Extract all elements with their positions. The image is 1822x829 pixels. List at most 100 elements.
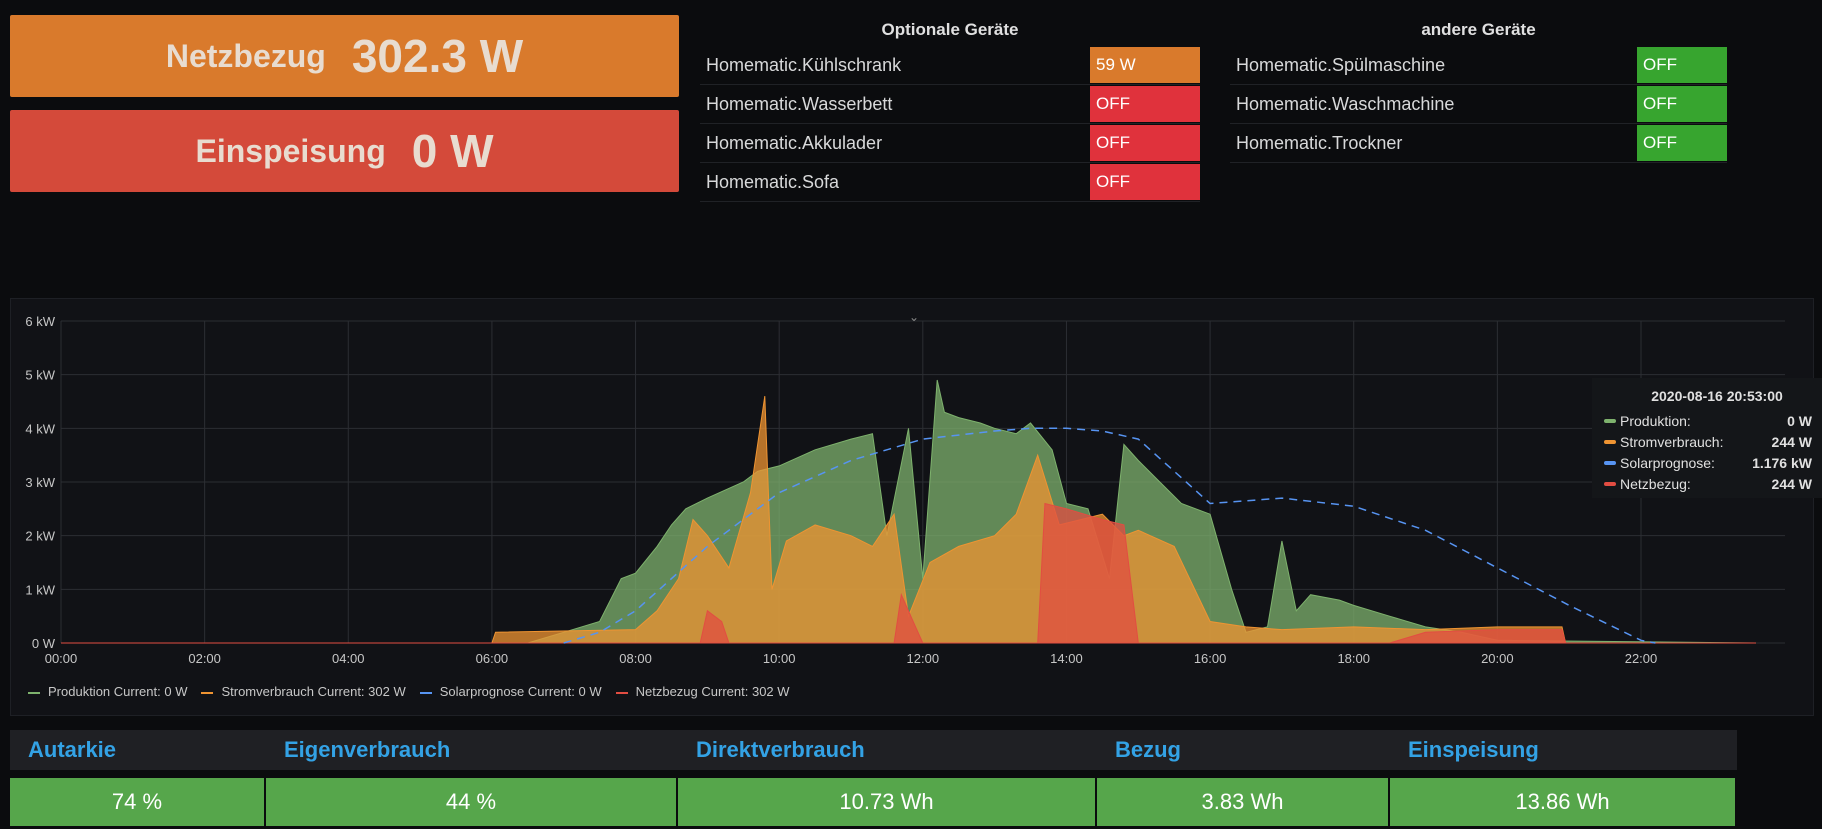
- device-status: OFF: [1090, 86, 1200, 122]
- chart-legend: Produktion Current: 0 W Stromverbrauch Cu…: [28, 684, 790, 699]
- device-row: Homematic.Kühlschrank 59 W: [700, 46, 1200, 85]
- device-row: Homematic.Akkulader OFF: [700, 124, 1200, 163]
- netzbezug-value: 302.3 W: [351, 30, 524, 82]
- x-tick-label: 16:00: [1194, 651, 1227, 666]
- legend-current: Current: 0 W: [113, 684, 188, 699]
- tooltip-label: Stromverbrauch:: [1620, 433, 1724, 450]
- legend-swatch-icon: [615, 691, 628, 694]
- legend-item[interactable]: Solarprognose Current: 0 W: [419, 684, 602, 699]
- device-name: Homematic.Spülmaschine: [1236, 54, 1446, 75]
- x-tick-label: 08:00: [619, 651, 652, 666]
- einspeisung-label: Einspeisung: [195, 132, 386, 169]
- series-produktion-area: [61, 379, 1756, 644]
- x-tick-label: 12:00: [907, 651, 940, 666]
- device-status: OFF: [1090, 125, 1200, 161]
- tooltip-value: 0 W: [1787, 412, 1812, 429]
- legend-name: Netzbezug: [635, 684, 698, 699]
- legend-item[interactable]: Netzbezug Current: 302 W: [615, 684, 790, 699]
- summary-value-cell: 74 %: [10, 778, 266, 826]
- x-tick-label: 04:00: [332, 651, 365, 666]
- series-swatch-icon: [1604, 439, 1616, 444]
- device-name: Homematic.Trockner: [1236, 132, 1403, 153]
- device-status: OFF: [1090, 164, 1200, 200]
- x-tick-label: 22:00: [1625, 651, 1658, 666]
- series-netzbezug-area: [61, 502, 1756, 644]
- chart-tooltip: 2020-08-16 20:53:00 Produktion: 0 W Stromv…: [1592, 378, 1822, 498]
- device-name: Homematic.Akkulader: [706, 132, 883, 153]
- x-tick-label: 06:00: [476, 651, 509, 666]
- tooltip-value: 244 W: [1771, 475, 1812, 492]
- series-swatch-icon: [1604, 460, 1616, 465]
- y-tick-label: 6 kW: [25, 314, 55, 329]
- einspeisung-stat: Einspeisung 0 W: [10, 110, 679, 192]
- summary-header-cell: Eigenverbrauch: [284, 737, 451, 762]
- legend-name: Produktion: [48, 684, 111, 699]
- y-tick-label: 2 kW: [25, 529, 55, 544]
- device-status: OFF: [1637, 47, 1727, 83]
- legend-current: Current: 0 W: [527, 684, 602, 699]
- device-row: Homematic.Spülmaschine OFF: [1230, 46, 1727, 85]
- x-tick-label: 20:00: [1481, 651, 1514, 666]
- series-solarprognose-line: [563, 427, 1656, 644]
- legend-current: Current: 302 W: [701, 684, 790, 699]
- einspeisung-value: 0 W: [411, 125, 494, 177]
- device-name: Homematic.Waschmachine: [1236, 93, 1455, 114]
- y-tick-label: 0 W: [32, 636, 56, 651]
- summary-header-cell: Autarkie: [28, 737, 117, 762]
- tooltip-value: 1.176 kW: [1752, 454, 1812, 471]
- netzbezug-label: Netzbezug: [165, 37, 326, 74]
- tooltip-label: Solarprognose:: [1620, 454, 1715, 471]
- summary-value-cell: 3.83 Wh: [1097, 778, 1390, 826]
- series-swatch-icon: [1604, 481, 1616, 486]
- summary-value-cell: 44 %: [266, 778, 678, 826]
- tooltip-value: 244 W: [1771, 433, 1812, 450]
- y-tick-label: 5 kW: [25, 368, 55, 383]
- x-tick-label: 10:00: [763, 651, 796, 666]
- optional-devices-title: Optionale Geräte: [881, 20, 1019, 39]
- x-tick-label: 02:00: [188, 651, 221, 666]
- legend-name: Solarprognose: [439, 684, 525, 699]
- device-name: Homematic.Wasserbett: [706, 93, 893, 114]
- x-tick-label: 14:00: [1050, 651, 1083, 666]
- netzbezug-stat: Netzbezug 302.3 W: [10, 15, 679, 97]
- power-chart: 0 W 1 kW 2 kW 3 kW 4 kW 5 kW 6 kW 00:00 02:00 04:…: [25, 310, 1785, 666]
- other-devices-title: andere Geräte: [1421, 20, 1536, 39]
- power-chart-panel: 0 W 1 kW 2 kW 3 kW 4 kW 5 kW 6 kW 00:00 02:00 04:…: [10, 298, 1814, 716]
- legend-current: Current: 302 W: [317, 684, 406, 699]
- series-swatch-icon: [1604, 418, 1616, 423]
- tooltip-label: Produktion:: [1620, 412, 1691, 429]
- other-devices-table: andere Geräte Homematic.Spülmaschine OFF H…: [1230, 20, 1727, 163]
- tooltip-row: Netzbezug: 244 W: [1592, 473, 1822, 494]
- device-status: 59 W: [1090, 47, 1200, 83]
- device-row: Homematic.Sofa OFF: [700, 163, 1200, 202]
- optional-devices-table: Optionale Geräte Homematic.Kühlschrank 59…: [700, 20, 1200, 202]
- tooltip-row: Produktion: 0 W: [1592, 410, 1822, 431]
- legend-item[interactable]: Stromverbrauch Current: 302 W: [201, 684, 406, 699]
- summary-value-cell: 10.73 Wh: [678, 778, 1097, 826]
- tooltip-label: Netzbezug:: [1620, 475, 1691, 492]
- summary-header-cell: Bezug: [1115, 737, 1181, 762]
- series-stromverbrauch-area: [61, 396, 1756, 644]
- device-name: Homematic.Kühlschrank: [706, 54, 902, 75]
- tooltip-row: Solarprognose: 1.176 kW: [1592, 452, 1822, 473]
- device-status: OFF: [1637, 125, 1727, 161]
- x-tick-label: 00:00: [45, 651, 78, 666]
- legend-swatch-icon: [419, 691, 432, 694]
- device-row: Homematic.Trockner OFF: [1230, 124, 1727, 163]
- x-tick-label: 18:00: [1337, 651, 1370, 666]
- collapse-chevron-icon[interactable]: ⌄: [909, 310, 919, 324]
- y-tick-label: 3 kW: [25, 475, 55, 490]
- device-row: Homematic.Wasserbett OFF: [700, 85, 1200, 124]
- tooltip-time: 2020-08-16 20:53:00: [1651, 388, 1783, 404]
- summary-header-cell: Direktverbrauch: [696, 737, 865, 762]
- summary-values: 74 % 44 % 10.73 Wh 3.83 Wh 13.86 Wh: [10, 778, 1737, 826]
- y-tick-label: 1 kW: [25, 582, 55, 597]
- legend-item[interactable]: Produktion Current: 0 W: [28, 684, 187, 699]
- summary-header: Autarkie Eigenverbrauch Direktverbrauch Bez…: [10, 730, 1737, 770]
- tooltip-row: Stromverbrauch: 244 W: [1592, 431, 1822, 452]
- legend-name: Stromverbrauch: [221, 684, 314, 699]
- summary-header-cell: Einspeisung: [1408, 737, 1539, 762]
- summary-value-cell: 13.86 Wh: [1390, 778, 1737, 826]
- legend-swatch-icon: [28, 691, 40, 694]
- legend-swatch-icon: [201, 691, 214, 694]
